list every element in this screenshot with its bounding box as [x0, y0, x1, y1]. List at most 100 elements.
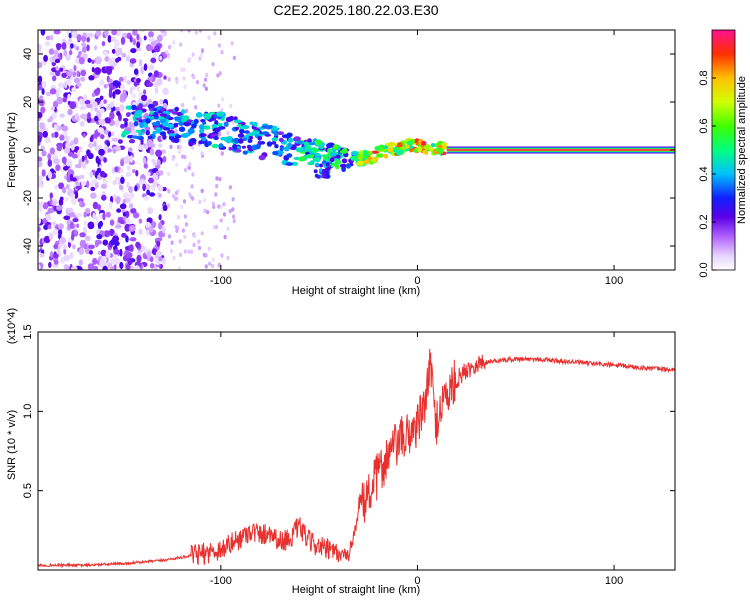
spectrogram-signal-cell	[153, 111, 159, 118]
spectrogram-signal-cell	[202, 121, 207, 125]
spectrogram-noise-cell	[179, 42, 183, 47]
spectrogram-noise-cell	[95, 155, 100, 164]
spectrogram-noise-cell	[183, 84, 187, 90]
spectrogram-noise-cell	[182, 67, 186, 72]
spectrogram-noise-cell	[203, 208, 207, 213]
spectrogram-noise-cell	[92, 212, 96, 221]
spectrogram-signal-cell	[199, 133, 206, 138]
snr-marks	[38, 348, 675, 569]
spectrogram-noise-cell	[144, 145, 148, 150]
spectrogram-noise-cell	[110, 36, 117, 42]
spectrogram-signal-cell	[173, 137, 180, 144]
spectrogram-noise-cell	[220, 50, 224, 55]
spectrogram-signal-cell	[364, 151, 369, 156]
spectrogram-noise-cell	[120, 176, 125, 184]
spectrogram-noise-cell	[74, 191, 79, 199]
spectrogram-noise-cell	[104, 56, 110, 62]
spectrogram-noise-cell	[125, 55, 131, 62]
spectrogram-signal-cell	[216, 111, 225, 117]
spectrogram-noise-cell	[61, 156, 67, 164]
spectrogram-noise-cell	[172, 255, 176, 261]
spectrogram-noise-cell	[121, 52, 127, 58]
spectrogram-signal-cell	[212, 127, 221, 133]
spectrogram-noise-cell	[156, 159, 161, 167]
spectrogram-noise-cell	[214, 192, 218, 197]
spectrogram-signal-cell	[208, 111, 215, 115]
spectrogram-noise-cell	[148, 192, 156, 197]
spectrogram-noise-cell	[38, 264, 41, 270]
spectrogram-noise-cell	[162, 156, 167, 163]
spectrogram-signal-cell	[243, 125, 250, 130]
spectrogram-noise-cell	[51, 201, 57, 206]
spectrogram-signal-cell	[325, 162, 330, 167]
spectrogram-noise-cell	[169, 144, 173, 150]
spectrogram-noise-cell	[92, 265, 99, 270]
spectrogram-noise-cell	[204, 253, 208, 258]
spectrogram-noise-cell	[222, 212, 227, 217]
spectrogram-noise-cell	[105, 211, 112, 218]
spectrogram-noise-cell	[97, 127, 104, 134]
spectrogram-signal-cell	[435, 147, 442, 152]
spectrogram-noise-cell	[83, 220, 88, 226]
spectrogram-noise-cell	[130, 208, 137, 214]
spectrogram-noise-cell	[217, 262, 221, 268]
spectrogram-noise-cell	[71, 87, 77, 93]
spectrogram-signal-cell	[318, 168, 323, 173]
spectrogram-signal-cell	[151, 122, 160, 126]
spectrogram-noise-cell	[126, 181, 130, 189]
spectrogram-noise-cell	[62, 186, 67, 194]
spectrogram-noise-cell	[158, 256, 163, 262]
spectrogram-signal-cell	[217, 122, 223, 127]
spectrogram-noise-cell	[47, 159, 53, 167]
spectrogram-noise-cell	[187, 30, 191, 33]
spectrogram-noise-cell	[232, 214, 236, 219]
spectrogram-signal-cell	[248, 132, 256, 137]
spectrogram-y-axis-title: Frequency (Hz)	[6, 112, 18, 188]
spectrogram-signal-cell	[173, 116, 182, 121]
spectrogram-noise-cell	[230, 41, 234, 46]
spectrogram-signal-cell	[339, 163, 347, 168]
spectrogram-signal-cell	[174, 106, 180, 112]
spectrogram-noise-cell	[183, 214, 187, 219]
spectrogram-noise-cell	[75, 185, 83, 190]
spectrogram-noise-cell	[184, 222, 189, 227]
spectrogram-noise-cell	[74, 113, 79, 120]
spectrogram-noise-cell	[109, 112, 115, 120]
spectrogram-signal-cell	[139, 122, 144, 129]
spectrogram-signal-cell	[297, 140, 304, 145]
spectrogram-signal-cell	[314, 139, 323, 146]
spectrogram-noise-cell	[187, 249, 191, 254]
spectrogram-noise-cell	[38, 217, 42, 225]
spectrogram-noise-cell	[103, 50, 109, 57]
spectrogram-noise-cell	[79, 232, 86, 238]
spectrogram-signal-cell	[341, 158, 348, 164]
colorbar: 0.0 0.2 0.4 0.6 0.8 Normalized spectral ampl…	[698, 29, 748, 278]
spectrogram-noise-cell	[84, 99, 91, 105]
spectrogram-noise-cell	[220, 151, 224, 156]
spectrogram-noise-cell	[62, 166, 69, 171]
spectrogram-noise-cell	[145, 130, 150, 136]
spectrogram-noise-cell	[211, 257, 215, 262]
spectrogram-noise-cell	[170, 240, 174, 245]
spectrogram-signal-cell	[383, 153, 389, 159]
spectrogram-noise-cell	[210, 263, 215, 269]
spectrogram-noise-cell	[71, 31, 77, 39]
spectrogram-signal-cell	[285, 162, 294, 166]
spectrogram-noise-cell	[85, 159, 89, 164]
spectrogram-signal-cell	[133, 120, 139, 127]
spectrogram-noise-cell	[49, 147, 56, 155]
spectrogram-noise-cell	[206, 209, 210, 215]
spectrogram-noise-cell	[79, 200, 83, 207]
spectrogram-noise-cell	[50, 106, 55, 111]
spectrogram-noise-cell	[175, 225, 180, 231]
spectrogram-noise-cell	[175, 162, 179, 168]
spectrogram-signal-cell	[430, 143, 436, 148]
spectrogram-signal-cell	[178, 126, 186, 132]
spectrogram-noise-cell	[59, 236, 66, 245]
spectrogram-noise-cell	[104, 30, 109, 37]
spectrogram-signal-cell	[327, 148, 332, 154]
spectrogram-signal-cell	[135, 129, 143, 133]
spectrogram-noise-cell	[103, 230, 111, 238]
y-tick-label: 40	[22, 48, 34, 60]
spectrogram-noise-cell	[109, 219, 115, 226]
